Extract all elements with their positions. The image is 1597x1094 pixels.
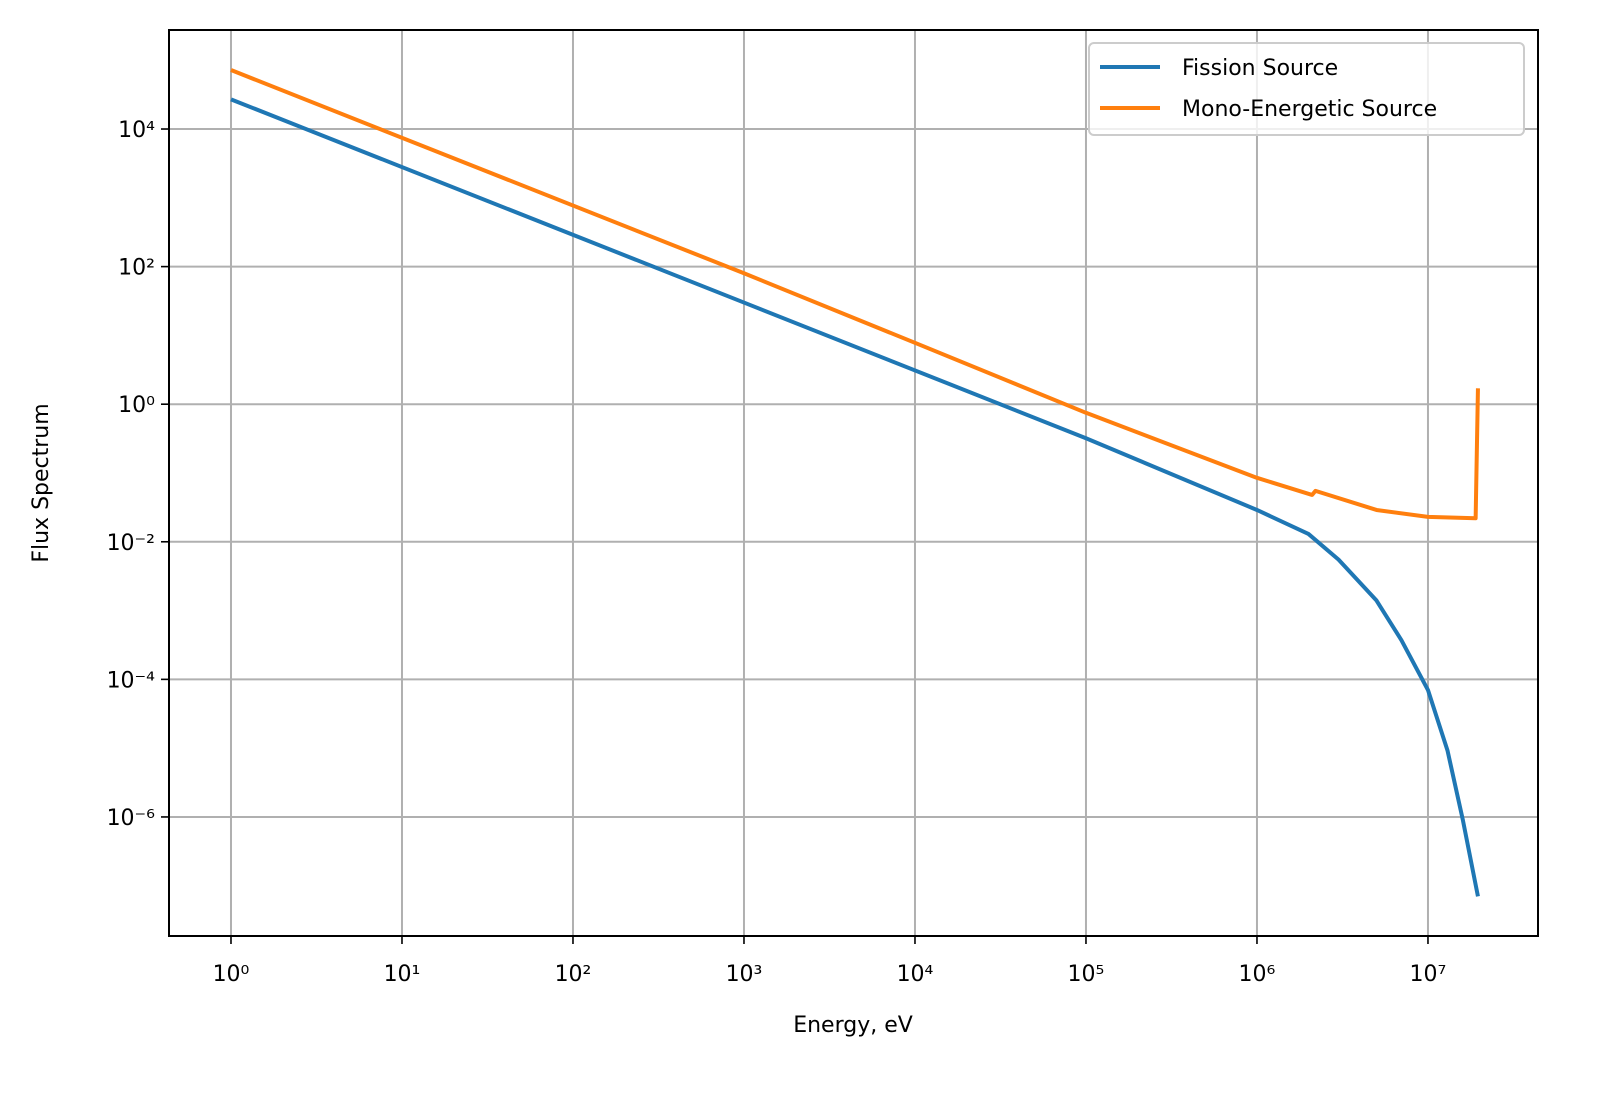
legend-box bbox=[1088, 42, 1525, 136]
x-tick-label: 10⁶ bbox=[1239, 962, 1276, 987]
x-tick-label: 10⁰ bbox=[213, 962, 250, 987]
y-tick-label: 10⁴ bbox=[118, 118, 155, 143]
legend-label: Mono-Energetic Source bbox=[1182, 97, 1437, 122]
y-tick-label: 10⁻² bbox=[107, 531, 155, 556]
x-tick-label: 10⁴ bbox=[897, 962, 934, 987]
x-tick-label: 10³ bbox=[726, 962, 763, 987]
x-tick-label: 10² bbox=[555, 962, 592, 987]
y-tick-label: 10⁻⁴ bbox=[107, 668, 156, 693]
x-tick-label: 10⁷ bbox=[1410, 962, 1447, 987]
y-tick-label: 10⁰ bbox=[118, 393, 155, 418]
data-line bbox=[230, 97, 1480, 897]
x-axis-label: Energy, eV bbox=[793, 1013, 913, 1038]
legend-label: Fission Source bbox=[1182, 56, 1338, 81]
data-line bbox=[230, 68, 1480, 521]
y-tick-label: 10² bbox=[118, 256, 155, 281]
x-tick-label: 10¹ bbox=[384, 962, 421, 987]
y-axis-label: Flux Spectrum bbox=[29, 403, 54, 562]
y-tick-label: 10⁻⁶ bbox=[107, 806, 156, 831]
x-tick-label: 10⁵ bbox=[1068, 962, 1105, 987]
plot-frame bbox=[168, 29, 1539, 937]
